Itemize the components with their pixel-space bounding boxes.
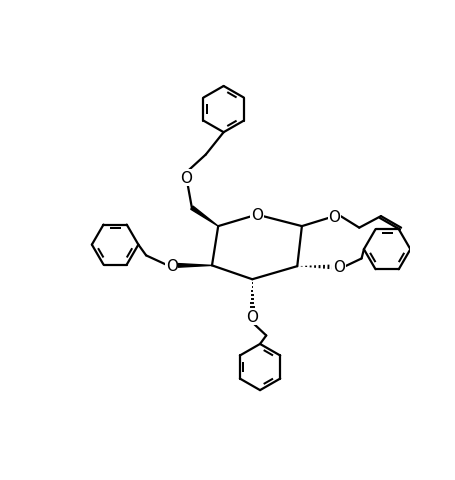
Text: O: O: [332, 260, 344, 275]
Text: O: O: [250, 208, 263, 223]
Text: O: O: [165, 258, 177, 273]
Text: O: O: [179, 171, 191, 186]
Text: O: O: [328, 209, 340, 224]
Polygon shape: [176, 264, 212, 268]
Polygon shape: [190, 206, 218, 227]
Text: O: O: [246, 310, 258, 325]
